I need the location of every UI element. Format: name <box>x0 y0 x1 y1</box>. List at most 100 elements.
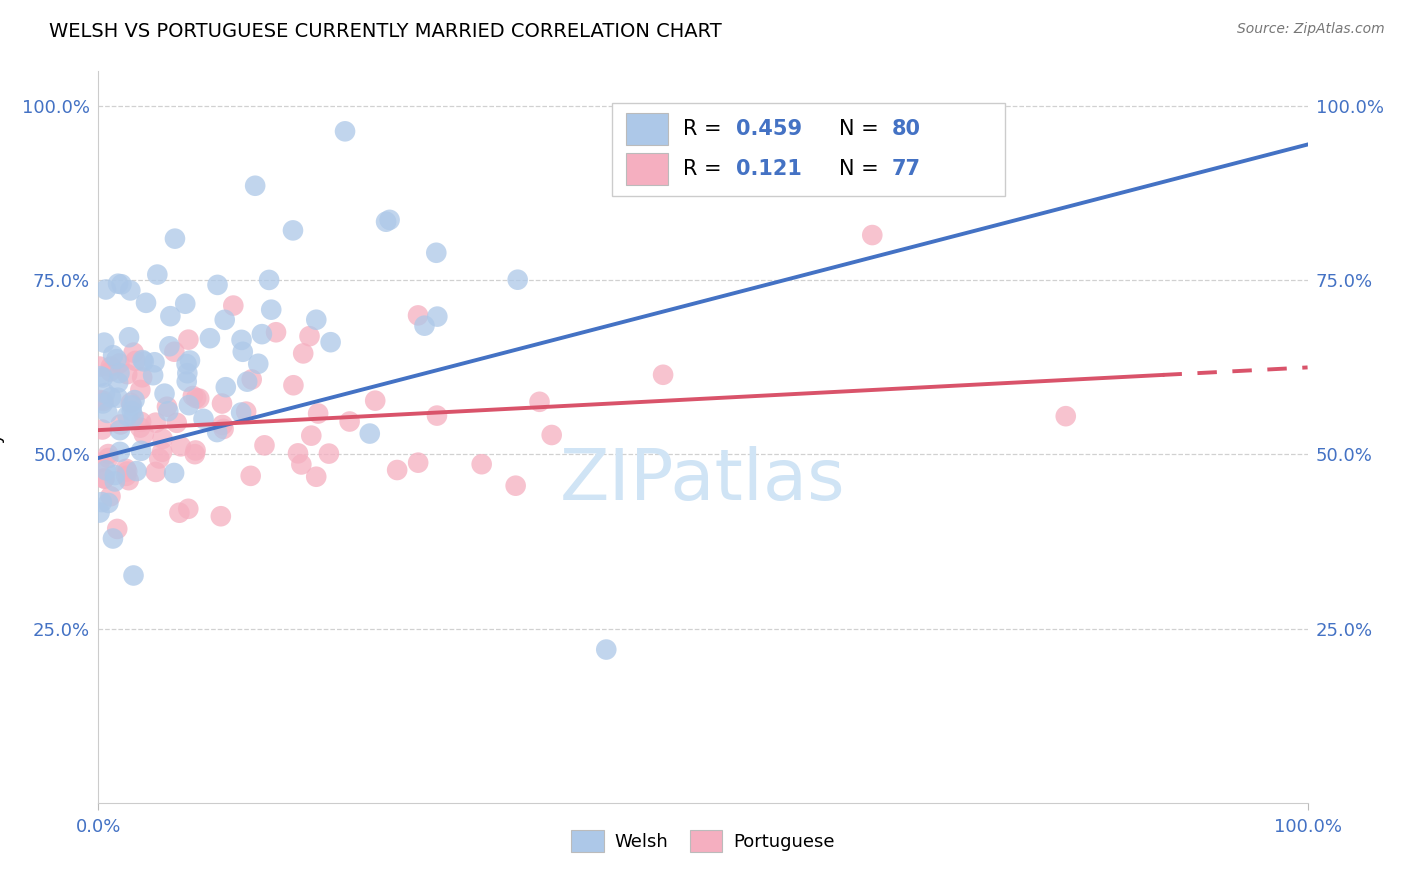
Point <box>177 398 200 412</box>
Point <box>247 357 270 371</box>
Point <box>181 389 204 403</box>
Point <box>305 312 328 326</box>
Point <box>91 423 114 437</box>
Point <box>406 309 429 323</box>
Point <box>156 400 179 414</box>
Point <box>107 391 129 405</box>
Point <box>595 642 617 657</box>
Point <box>207 277 229 292</box>
Point <box>89 506 111 520</box>
Point <box>174 297 197 311</box>
Point <box>93 393 115 408</box>
Point <box>222 299 245 313</box>
Point <box>107 277 129 291</box>
Text: 0.121: 0.121 <box>737 159 803 179</box>
Point <box>319 335 342 350</box>
Point <box>97 450 120 465</box>
Point <box>107 376 129 390</box>
Point <box>157 404 180 418</box>
Point <box>860 228 883 243</box>
Text: 80: 80 <box>891 119 921 139</box>
Text: 0.459: 0.459 <box>737 119 803 139</box>
Point <box>115 367 138 381</box>
Point <box>159 309 181 323</box>
Point <box>93 471 115 485</box>
Point <box>122 568 145 582</box>
Point <box>100 391 122 405</box>
Point <box>260 302 283 317</box>
Point <box>115 462 138 476</box>
Point <box>89 369 111 384</box>
Point <box>96 406 118 420</box>
Point <box>105 352 128 367</box>
Point <box>385 463 408 477</box>
Point <box>120 284 142 298</box>
Point <box>529 394 551 409</box>
Text: Source: ZipAtlas.com: Source: ZipAtlas.com <box>1237 22 1385 37</box>
Point <box>131 353 153 368</box>
Point <box>117 465 139 479</box>
Point <box>97 447 120 461</box>
Point <box>236 375 259 389</box>
Point <box>159 339 181 353</box>
Point <box>211 396 233 410</box>
Point <box>150 444 173 458</box>
Point <box>229 406 252 420</box>
Point <box>101 348 124 362</box>
Point <box>89 359 111 374</box>
Point <box>652 368 675 382</box>
Point <box>378 212 401 227</box>
Point <box>212 422 235 436</box>
Point <box>117 409 139 423</box>
Point <box>131 370 153 384</box>
Point <box>100 489 122 503</box>
Point <box>240 372 263 386</box>
Point <box>110 277 132 292</box>
Point <box>287 446 309 460</box>
Point <box>253 438 276 452</box>
Point <box>115 468 138 483</box>
Point <box>232 344 254 359</box>
Point <box>89 392 111 407</box>
Text: N =: N = <box>839 159 886 179</box>
Point <box>100 359 122 374</box>
Point <box>121 398 143 412</box>
Point <box>318 447 340 461</box>
Point <box>93 335 115 350</box>
Point <box>124 393 146 408</box>
Point <box>125 464 148 478</box>
FancyBboxPatch shape <box>626 113 668 145</box>
Point <box>281 223 304 237</box>
Point <box>153 386 176 401</box>
Point <box>957 110 980 124</box>
Point <box>177 333 200 347</box>
Point <box>148 451 170 466</box>
Point <box>129 443 152 458</box>
Text: R =: R = <box>683 119 728 139</box>
Point <box>108 423 131 437</box>
Point <box>94 386 117 401</box>
Point <box>122 409 145 424</box>
Point <box>184 447 207 461</box>
Point <box>152 432 174 446</box>
Point <box>292 346 315 360</box>
Point <box>1054 409 1077 424</box>
Point <box>540 428 562 442</box>
Point <box>93 471 115 485</box>
Point <box>129 420 152 434</box>
Point <box>283 378 305 392</box>
Point <box>91 370 114 384</box>
Point <box>104 468 127 483</box>
Point <box>163 344 186 359</box>
Point <box>163 466 186 480</box>
Point <box>505 478 527 492</box>
Point <box>198 331 221 345</box>
Point <box>142 368 165 383</box>
Point <box>359 426 381 441</box>
Y-axis label: Currently Married: Currently Married <box>0 358 6 516</box>
Point <box>108 366 131 380</box>
Point <box>108 356 131 370</box>
Point <box>145 465 167 479</box>
Point <box>250 327 273 342</box>
Point <box>188 392 211 406</box>
